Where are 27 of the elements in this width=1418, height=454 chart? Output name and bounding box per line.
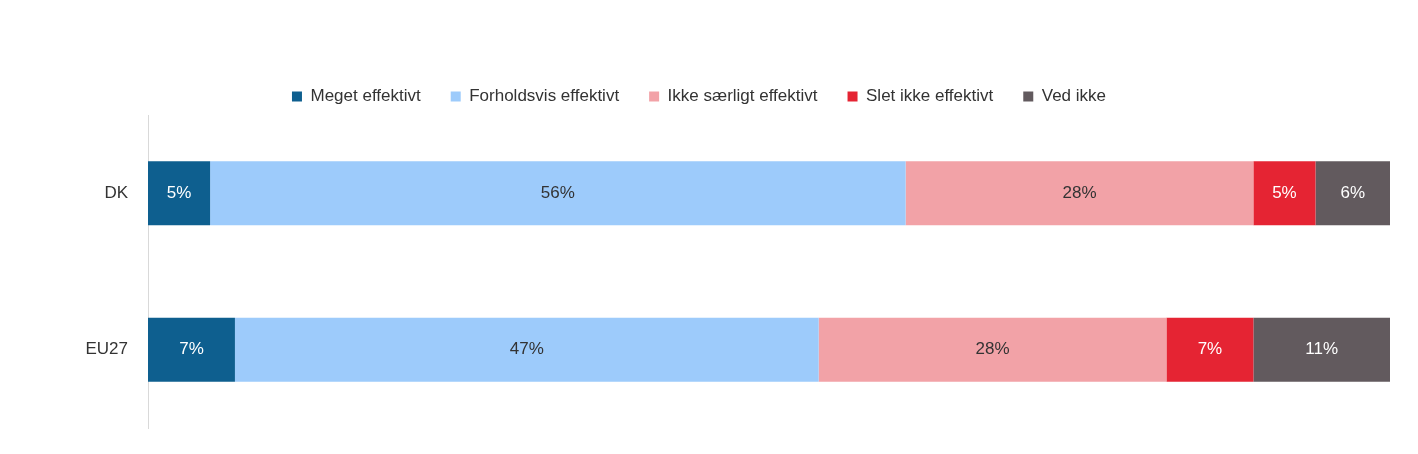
data-label: 28% [975, 339, 1010, 359]
bar [234, 317, 819, 382]
bar [148, 161, 211, 226]
bar [1166, 317, 1254, 382]
data-label: 5% [166, 182, 192, 202]
y-tick-label: DK [104, 182, 129, 202]
data-label: 7% [1197, 339, 1223, 359]
data-label: 5% [1272, 182, 1297, 202]
legend-label: Forholdsvis effektivt [469, 86, 620, 106]
bar [905, 161, 1254, 226]
data-label: 6% [1340, 182, 1366, 202]
data-label: 28% [1062, 182, 1097, 202]
data-label: 11% [1305, 339, 1339, 359]
legend-label: Meget effektivt [310, 86, 421, 106]
bar [148, 317, 235, 382]
legend-label: Ved ikke [1041, 86, 1107, 106]
y-tick-label: EU27 [85, 339, 128, 359]
data-label: 56% [540, 182, 575, 202]
legend-label: Slet ikke effektivt [866, 86, 994, 106]
data-label: 7% [179, 339, 204, 359]
bar [818, 317, 1167, 382]
bar [1315, 161, 1390, 226]
bar [210, 161, 906, 226]
bar [1253, 317, 1390, 382]
data-label: 47% [509, 339, 544, 359]
bar [1253, 161, 1316, 226]
legend-label: Ikke særligt effektivt [667, 86, 818, 106]
